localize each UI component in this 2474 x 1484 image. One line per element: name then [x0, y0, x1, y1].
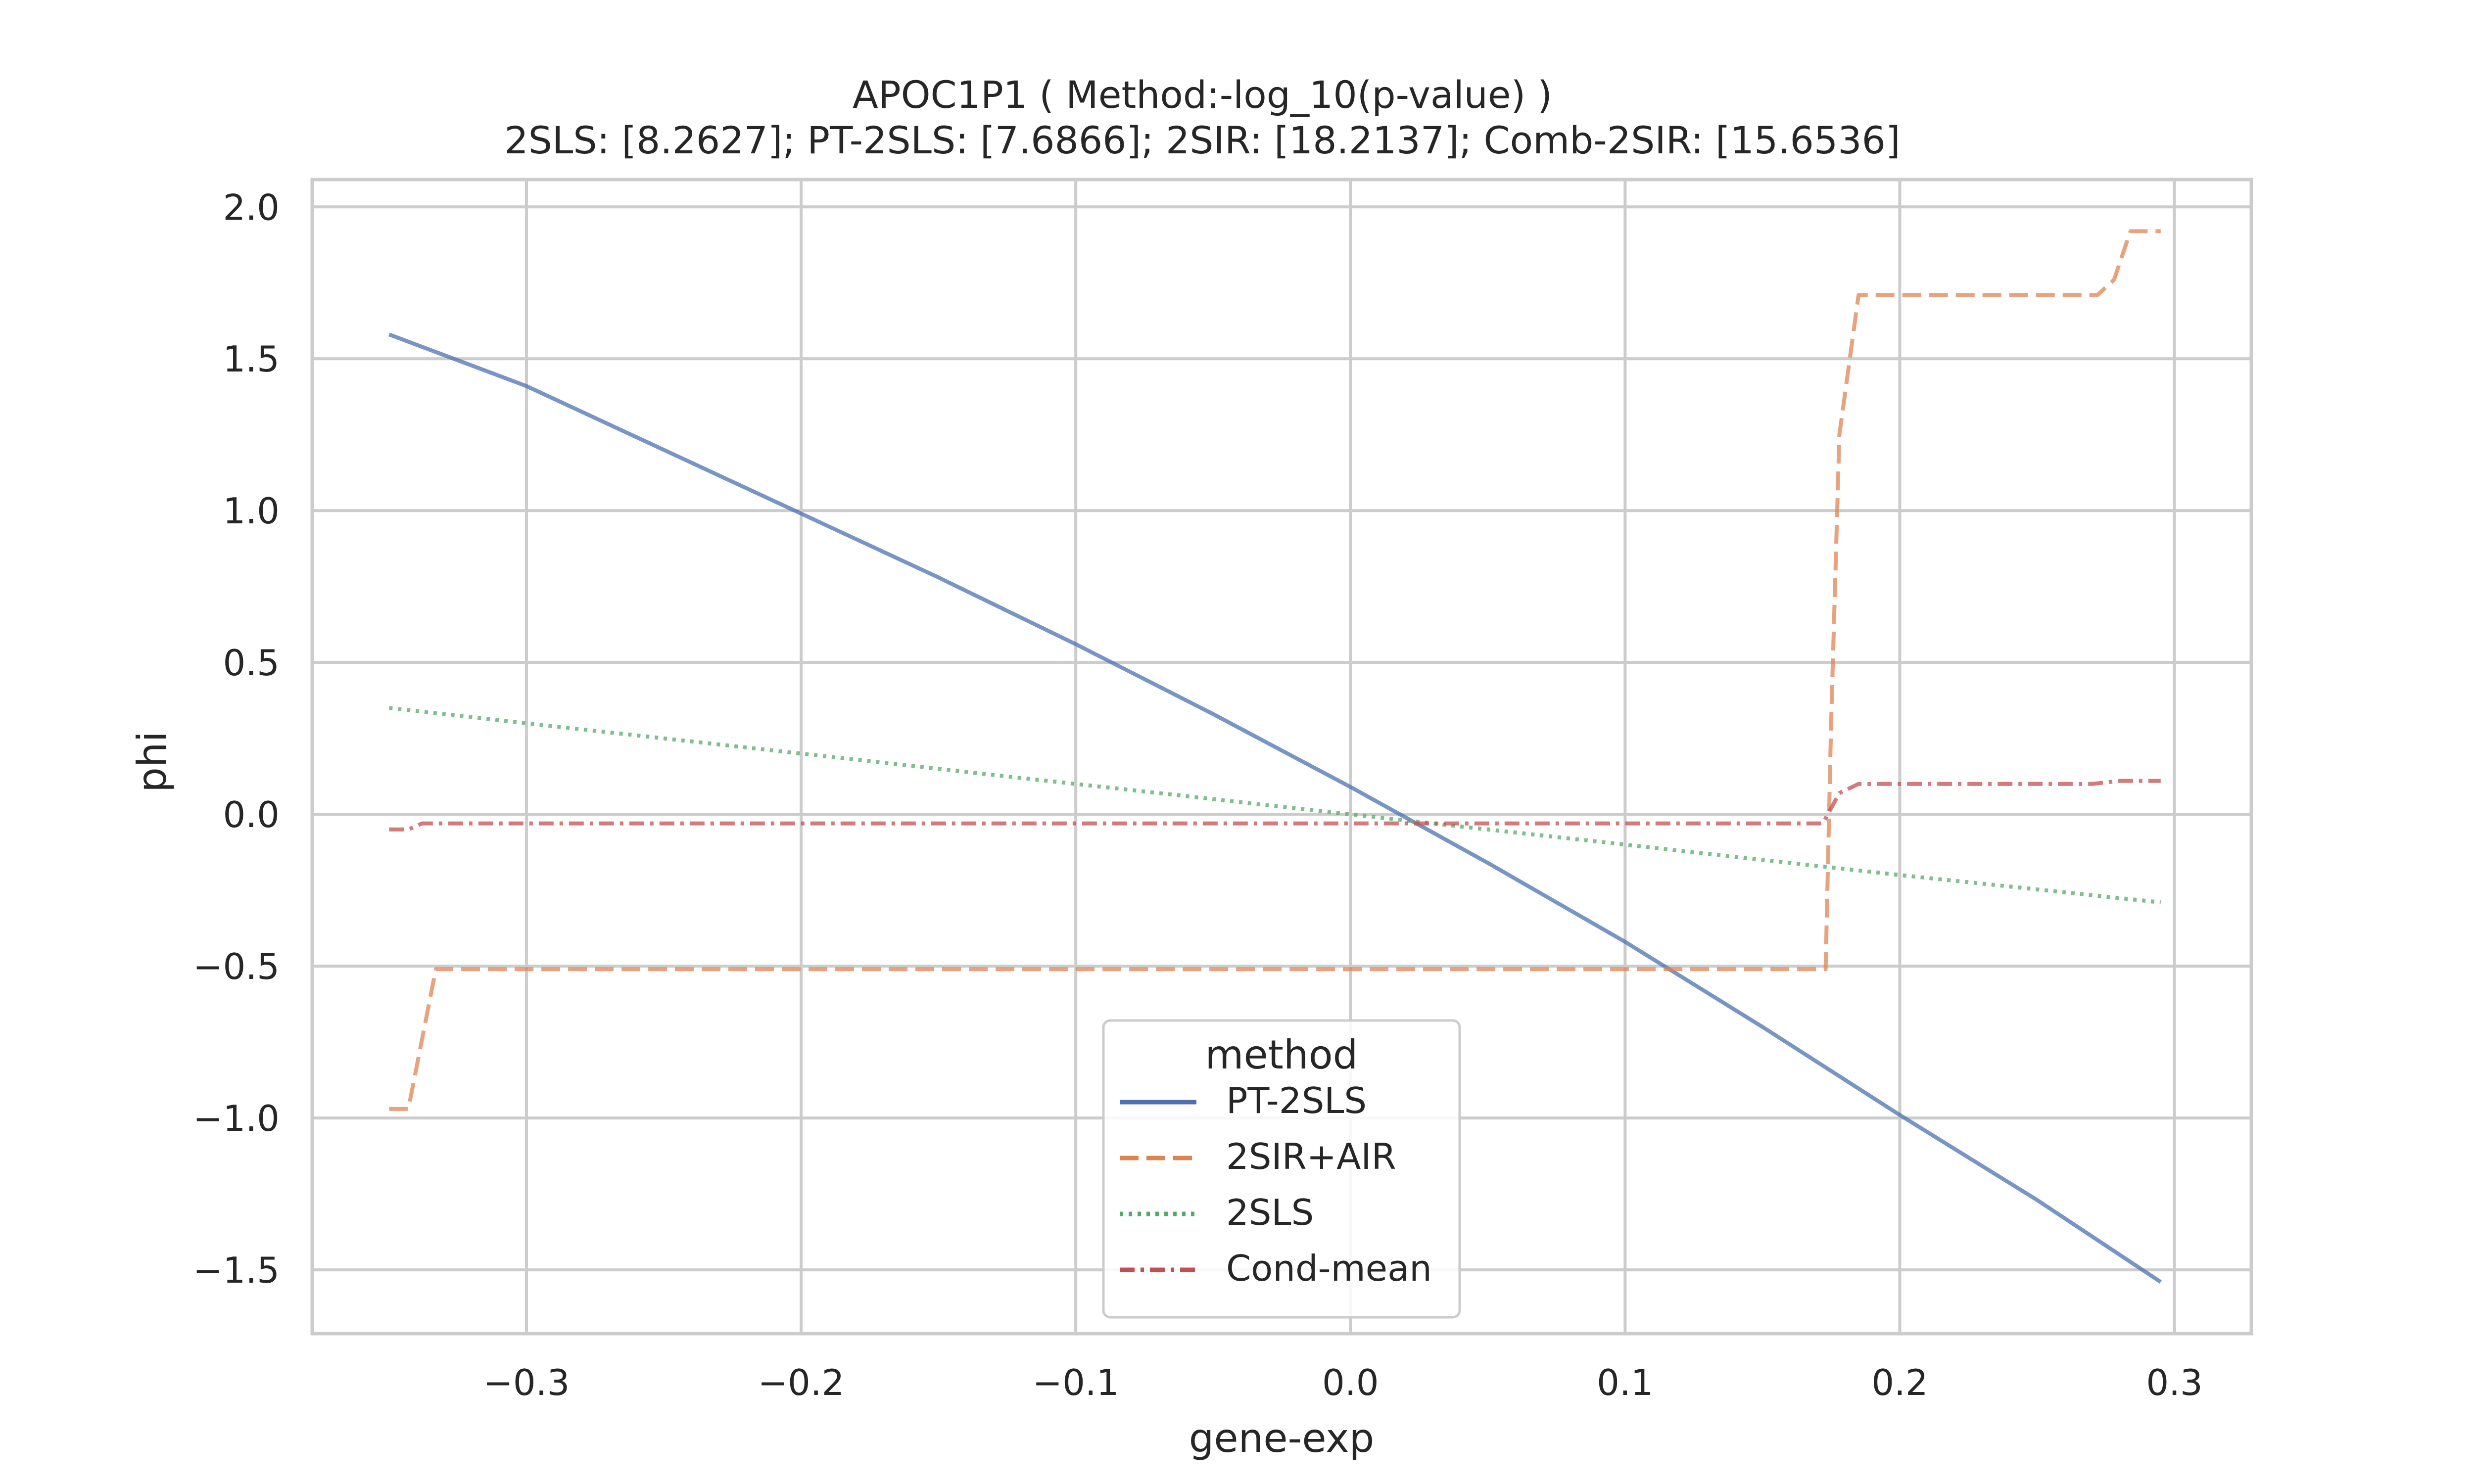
series-line-cond-mean — [389, 779, 2161, 832]
y-tick-label: −1.0 — [193, 1098, 280, 1139]
y-tick-label: 0.0 — [223, 794, 280, 835]
y-axis-label: phi — [129, 731, 175, 792]
x-tick-label: 0.0 — [1322, 1362, 1379, 1403]
y-tick-label: 0.5 — [223, 642, 280, 684]
series-line-2sls — [388, 706, 2161, 905]
series-layer — [388, 229, 2162, 1284]
x-tick-label: −0.2 — [758, 1362, 845, 1403]
y-tick-label: 1.0 — [223, 490, 280, 532]
series-line-pt-2sls — [388, 332, 2162, 1284]
y-tick-label: −1.5 — [193, 1250, 280, 1291]
x-tick-label: −0.3 — [483, 1362, 570, 1403]
legend-label: 2SLS — [1226, 1192, 1314, 1233]
legend-label: Cond-mean — [1226, 1248, 1432, 1289]
x-axis-label: gene-exp — [1189, 1415, 1375, 1461]
y-tick-label: 2.0 — [223, 186, 280, 228]
x-tick-label: −0.1 — [1033, 1362, 1119, 1403]
plot-frame — [310, 178, 2253, 1336]
x-tick-label: 0.1 — [1597, 1362, 1654, 1403]
legend-label: PT-2SLS — [1226, 1080, 1367, 1121]
legend-box — [1102, 1019, 1461, 1319]
chart-title-line2: 2SLS: [8.2627]; PT-2SLS: [7.6866]; 2SIR:… — [504, 118, 1900, 162]
series-line-2sir-air — [389, 229, 2161, 1111]
y-tick-label: 1.5 — [223, 338, 280, 380]
x-tick-label: 0.3 — [2146, 1362, 2203, 1403]
y-tick-label: −0.5 — [193, 946, 280, 987]
y-axis-ticks: 2.0 1.5 1.0 0.5 0.0 −0.5 −1.0 −1.5 — [193, 186, 280, 1291]
x-tick-label: 0.2 — [1871, 1362, 1928, 1403]
legend-label: 2SIR+AIR — [1226, 1136, 1396, 1177]
legend: method PT-2SLS 2SIR+AIR 2SLS Cond-mean — [1102, 1019, 1461, 1319]
chart-title-line1: APOC1P1 ( Method:-log_10(p-value) ) — [853, 73, 1552, 117]
x-axis-ticks: −0.3 −0.2 −0.1 0.0 0.1 0.2 0.3 — [483, 1362, 2203, 1403]
legend-title: method — [1205, 1032, 1358, 1078]
